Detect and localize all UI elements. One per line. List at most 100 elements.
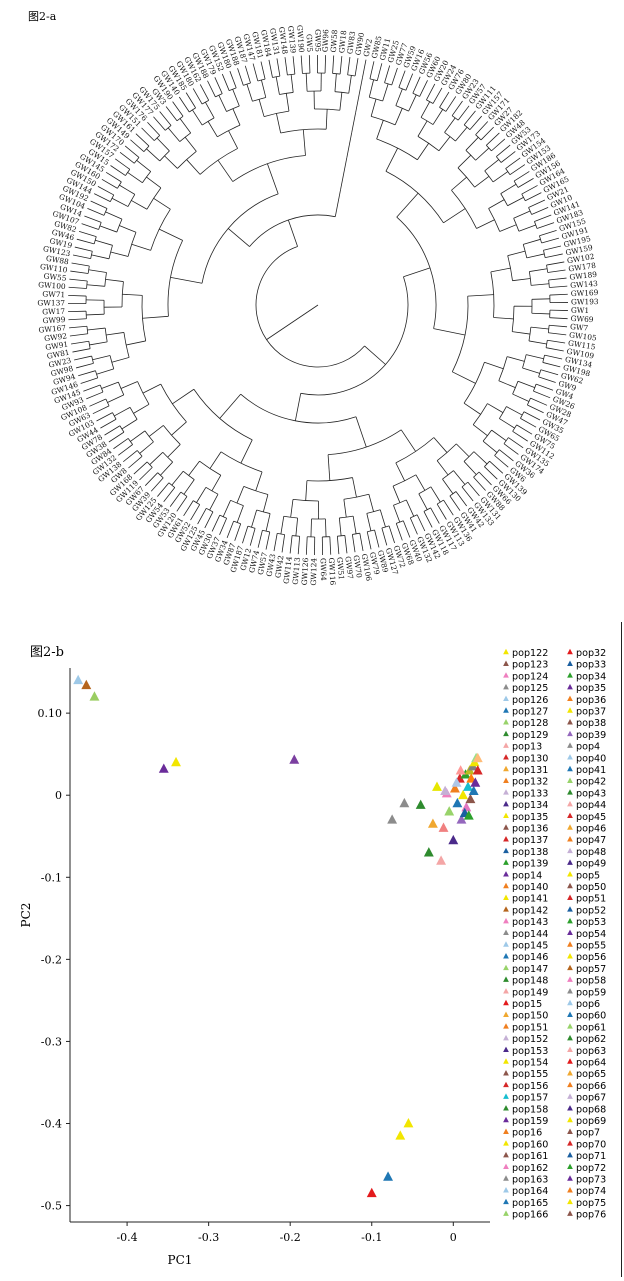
y-tick-label: 0	[55, 789, 62, 802]
legend-label: pop162	[512, 1163, 548, 1174]
legend-label: pop37	[576, 707, 606, 718]
legend-label: pop134	[512, 800, 548, 811]
legend-marker	[503, 1070, 509, 1075]
leaf-label: GW124	[309, 558, 318, 586]
legend-label: pop34	[576, 671, 606, 682]
legend-label: pop153	[512, 1046, 548, 1057]
legend-label: pop132	[512, 777, 548, 788]
legend-marker	[567, 719, 573, 724]
legend-label: pop151	[512, 1022, 548, 1033]
data-point	[159, 763, 169, 772]
legend-marker	[567, 696, 573, 701]
legend-label: pop67	[576, 1093, 606, 1104]
legend-marker	[503, 1000, 509, 1005]
x-tick-label: -0.2	[280, 1231, 301, 1244]
x-tick-label: -0.1	[361, 1231, 382, 1244]
legend-marker	[567, 906, 573, 911]
legend-label: pop33	[576, 660, 606, 671]
leaf-label: GW17	[42, 307, 65, 317]
legend-label: pop123	[512, 660, 548, 671]
legend-marker	[503, 859, 509, 864]
data-point	[90, 691, 100, 700]
legend-marker	[503, 836, 509, 841]
data-point	[367, 1188, 377, 1197]
legend-marker	[503, 766, 509, 771]
legend-label: pop60	[576, 1011, 606, 1022]
legend-marker	[567, 813, 573, 818]
legend-marker	[503, 1164, 509, 1169]
legend-marker	[567, 988, 573, 993]
data-point	[444, 806, 454, 815]
legend-marker	[503, 742, 509, 747]
legend-label: pop52	[576, 905, 606, 916]
legend-marker	[567, 1058, 573, 1063]
legend-label: pop74	[576, 1186, 606, 1197]
legend-marker	[567, 836, 573, 841]
legend-label: pop139	[512, 859, 548, 870]
legend-label: pop68	[576, 1104, 606, 1115]
legend-label: pop73	[576, 1175, 606, 1186]
legend-marker	[503, 1023, 509, 1028]
y-axis-label: PC2	[19, 903, 33, 928]
legend-marker	[567, 941, 573, 946]
legend-label: pop159	[512, 1116, 548, 1127]
legend-marker	[567, 1082, 573, 1087]
legend-marker	[567, 1105, 573, 1110]
data-point	[403, 1118, 413, 1127]
legend-label: pop48	[576, 847, 606, 858]
data-point	[73, 675, 83, 684]
legend-label: pop126	[512, 695, 548, 706]
legend-marker	[503, 649, 509, 654]
legend-marker	[567, 953, 573, 958]
legend-marker	[567, 789, 573, 794]
legend-label: pop71	[576, 1151, 606, 1162]
legend-label: pop54	[576, 929, 606, 940]
legend-marker	[567, 742, 573, 747]
legend-label: pop140	[512, 882, 548, 893]
legend-label: pop125	[512, 683, 548, 694]
legend-label: pop46	[576, 824, 606, 835]
legend-marker	[567, 1210, 573, 1215]
legend-marker	[567, 1012, 573, 1017]
legend-marker	[503, 988, 509, 993]
legend-label: pop76	[576, 1210, 606, 1221]
legend-label: pop65	[576, 1069, 606, 1080]
legend-marker	[503, 1140, 509, 1145]
legend-marker	[503, 871, 509, 876]
legend-marker	[567, 1023, 573, 1028]
legend-label: pop49	[576, 859, 606, 870]
data-point	[416, 800, 426, 809]
legend-label: pop16	[512, 1128, 542, 1139]
legend-label: pop39	[576, 730, 606, 741]
legend-marker	[503, 1199, 509, 1204]
leaf-label: GW137	[37, 298, 65, 307]
y-tick-label: -0.3	[41, 1035, 62, 1048]
legend-marker	[503, 1035, 509, 1040]
dendrogram-branches	[68, 55, 568, 555]
dendrogram: 图2-aGW85GW11GW25GW77GW59GW16GW56GW60GW20…	[0, 0, 624, 615]
legend-marker	[567, 859, 573, 864]
legend-marker	[567, 976, 573, 981]
legend-label: pop64	[576, 1058, 606, 1069]
legend-label: pop55	[576, 941, 606, 952]
legend-marker	[567, 1199, 573, 1204]
legend-marker	[503, 754, 509, 759]
data-point	[436, 855, 446, 864]
legend-marker	[503, 661, 509, 666]
data-point	[424, 847, 434, 856]
legend-label: pop136	[512, 824, 548, 835]
legend-marker	[503, 1187, 509, 1192]
legend-marker	[503, 1105, 509, 1110]
legend-marker	[503, 1175, 509, 1180]
legend-marker	[567, 824, 573, 829]
legend-label: pop127	[512, 707, 548, 718]
legend-marker	[503, 930, 509, 935]
legend-marker	[503, 1117, 509, 1122]
y-tick-label: 0.10	[38, 707, 63, 720]
legend-marker	[503, 848, 509, 853]
legend-label: pop5	[576, 870, 600, 881]
legend-marker	[567, 883, 573, 888]
legend-marker	[567, 778, 573, 783]
